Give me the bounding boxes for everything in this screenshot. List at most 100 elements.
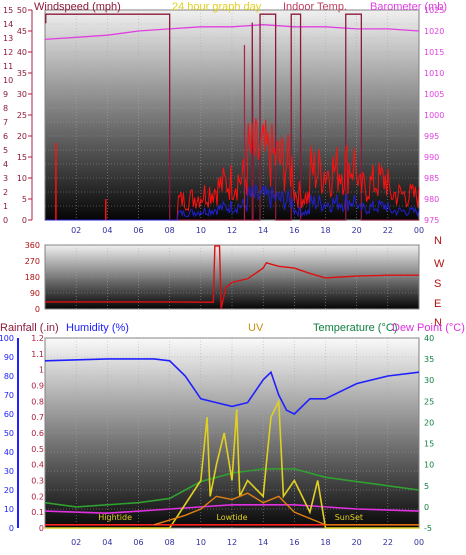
humidity-tick-label: 20 (4, 486, 14, 495)
humidity-tick-label: 70 (4, 391, 14, 400)
rainfall-tick-label: 0.8 (31, 397, 44, 406)
temperature-tick-label: 5 (424, 482, 429, 491)
windspeed-tick-label: 7 (3, 118, 8, 127)
x-tick-label: 22 (383, 538, 393, 547)
windspeed-tick-label: 15 (3, 6, 13, 15)
windspeed-tick-label: 9 (3, 90, 8, 99)
x-tick-label: 04 (102, 226, 112, 235)
humidity-tick-label: 60 (4, 410, 14, 419)
rainfall-tick-label: 1.1 (31, 350, 44, 359)
wind-direction-grid (45, 244, 419, 310)
indoor-tick-label: 50 (17, 6, 27, 15)
humidity-tick-label: 40 (4, 448, 14, 457)
dewpoint-label: Dew Point (°C) (392, 322, 465, 334)
humidity-tick-label: 30 (4, 467, 14, 476)
temperature-tick-label: 10 (424, 461, 434, 470)
humidity-tick-label: 50 (4, 429, 14, 438)
series-uv (45, 398, 419, 529)
rainfall-label: Rainfall (.in) (0, 322, 59, 334)
windspeed-label: Windspeed (mph) (34, 1, 121, 13)
bottom-panel-series: Hightide Lowtide SunSet (44, 358, 420, 529)
x-tick-label: 02 (71, 538, 81, 547)
windspeed-tick-label: 12 (3, 48, 13, 57)
windspeed-tick-label: 10 (3, 76, 13, 85)
temperature-tick-label: 40 (424, 334, 434, 343)
indoor-tick-label: 30 (17, 90, 27, 99)
barometer-tick-label: 980 (424, 195, 439, 204)
indoor-tick-label: 35 (17, 69, 27, 78)
rainfall-tick-label: 0.7 (31, 413, 44, 422)
temperature-tick-label: 20 (424, 418, 434, 427)
x-tick-label: 00 (414, 538, 424, 547)
windspeed-tick-label: 13 (3, 34, 13, 43)
barometer-label: Barometer (mb) (370, 1, 447, 13)
direction-tick-label: 0 (35, 305, 40, 314)
series-humidity (44, 358, 420, 415)
temperature-tick-label: 25 (424, 397, 434, 406)
barometer-tick-label: 1005 (424, 90, 444, 99)
graph-title: 24 hour graph day (172, 1, 262, 13)
barometer-tick-label: 1000 (424, 111, 444, 120)
rainfall-tick-label: 1 (39, 366, 44, 375)
temperature-tick-label: -5 (424, 524, 432, 533)
temperature-tick-label: 15 (424, 440, 434, 449)
rainfall-tick-label: 0.2 (31, 492, 44, 501)
x-tick-label: 16 (289, 226, 299, 235)
x-tick-label: 04 (102, 538, 112, 547)
uv-label: UV (248, 322, 264, 334)
x-tick-label: 20 (352, 538, 362, 547)
series-solar (153, 492, 419, 526)
series-dew-point (44, 503, 420, 515)
indoor-tick-label: 40 (17, 48, 27, 57)
barometer-tick-label: 1025 (424, 6, 444, 15)
windspeed-tick-label: 11 (3, 62, 13, 71)
humidity-tick-label: 90 (4, 353, 14, 362)
windspeed-tick-label: 6 (3, 132, 8, 141)
wind-direction-series (45, 245, 419, 310)
x-tick-label: 06 (133, 538, 143, 547)
tide-annotation: SunSet (335, 513, 363, 522)
x-tick-label: 02 (71, 226, 81, 235)
compass-label: E (434, 298, 441, 310)
temperature-tick-label: 30 (424, 376, 434, 385)
humidity-tick-label: 100 (0, 334, 14, 343)
humidity-tick-label: 10 (4, 505, 14, 514)
windspeed-tick-label: 3 (3, 174, 8, 183)
tide-annotation: Lowtide (216, 513, 247, 522)
rainfall-tick-label: 0.6 (31, 429, 44, 438)
barometer-tick-label: 1010 (424, 69, 444, 78)
indoor-temp-label: Indoor Temp. (283, 1, 347, 13)
top-panel-series (44, 13, 420, 221)
x-tick-label: 08 (165, 226, 175, 235)
top-panel-ticks: 0123456789101112131415051015202530354045… (3, 6, 444, 235)
rainfall-tick-label: 0.5 (31, 445, 44, 454)
rainfall-tick-label: 0.3 (31, 477, 44, 486)
indoor-tick-label: 15 (17, 153, 27, 162)
barometer-tick-label: 975 (424, 216, 439, 225)
windspeed-tick-label: 14 (3, 20, 13, 29)
compass-label: N (434, 317, 442, 329)
compass-label: W (434, 258, 445, 270)
windspeed-tick-label: 5 (3, 146, 8, 155)
x-tick-label: 12 (227, 538, 237, 547)
x-tick-label: 14 (258, 226, 268, 235)
humidity-tick-label: 80 (4, 372, 14, 381)
indoor-tick-label: 5 (22, 195, 27, 204)
x-tick-label: 12 (227, 226, 237, 235)
humidity-tick-label: 0 (9, 524, 14, 533)
tide-annotation: Hightide (98, 513, 132, 522)
x-tick-label: 16 (289, 538, 299, 547)
x-tick-label: 22 (383, 226, 393, 235)
barometer-tick-label: 1020 (424, 27, 444, 36)
x-tick-label: 10 (196, 226, 206, 235)
rainfall-tick-label: 1.2 (31, 334, 44, 343)
direction-tick-label: 180 (25, 273, 40, 282)
temperature-tick-label: 0 (424, 503, 429, 512)
windspeed-tick-label: 0 (3, 216, 8, 225)
compass-label: S (434, 278, 441, 290)
x-tick-label: 10 (196, 538, 206, 547)
compass-label: N (434, 235, 442, 247)
x-tick-label: 08 (165, 538, 175, 547)
windspeed-tick-label: 2 (3, 188, 8, 197)
